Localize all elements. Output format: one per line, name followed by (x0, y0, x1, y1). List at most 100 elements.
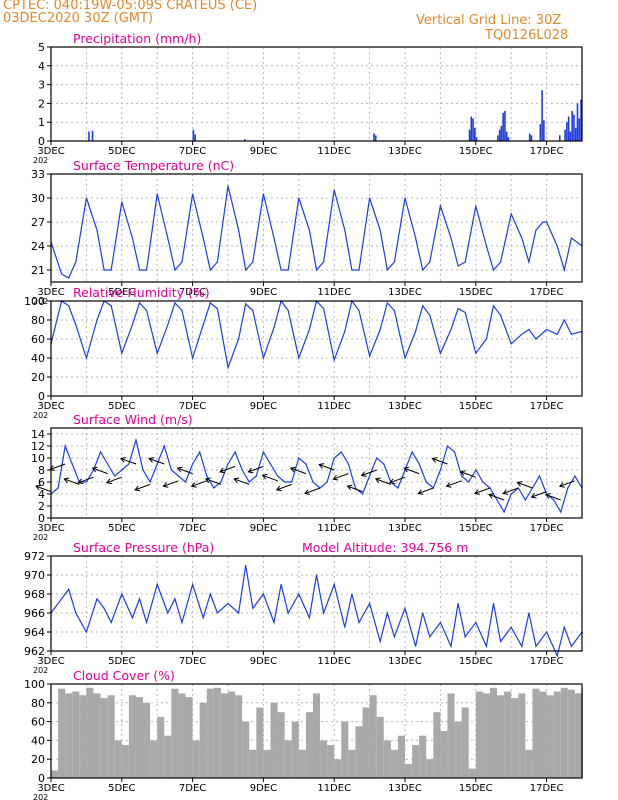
cloud-cover-bar (497, 695, 505, 778)
cloud-cover-bar (305, 712, 313, 778)
wind-point (128, 463, 130, 465)
rh-point (393, 309, 395, 312)
pres-point (556, 655, 558, 657)
precip-bar (564, 129, 566, 141)
pres-point (510, 626, 512, 628)
cloud-cover-bar (171, 688, 179, 778)
rh-point (429, 314, 431, 316)
rh-point (475, 352, 477, 354)
pres-point (298, 593, 300, 595)
x-tick-label: 17DEC (530, 146, 564, 157)
cloud-cover-bar (235, 695, 243, 778)
wind-arrow (403, 467, 420, 475)
precip-bar (571, 110, 573, 141)
pres-point (167, 612, 169, 614)
x-year-label: 202 (33, 297, 48, 306)
x-tick-label: 13DEC (388, 287, 422, 298)
pres-series-line (50, 565, 583, 658)
wind-arrow-head (289, 466, 296, 473)
temp-point (216, 261, 218, 263)
y-tick-label: 970 (24, 569, 45, 582)
wind-arrow-head (374, 477, 381, 484)
precip-bar (507, 137, 510, 141)
temp-point (110, 269, 112, 271)
wind-point (227, 463, 229, 465)
pres-point (121, 593, 123, 595)
cloud-cover-bar (150, 740, 158, 778)
wind-point (213, 487, 215, 489)
temp-point (192, 193, 194, 195)
pres-point (535, 645, 537, 647)
wind-arrow (432, 458, 448, 465)
wind-point (425, 481, 427, 483)
wind-arrow (92, 467, 108, 475)
wind-point (475, 469, 477, 471)
wind-arrow-head (105, 478, 112, 485)
rh-point (298, 357, 300, 359)
y-tick-label: 4 (38, 488, 45, 501)
wind-point (468, 481, 470, 483)
pres-point (369, 602, 371, 605)
x-tick-label: 5DEC (108, 401, 135, 412)
rh-point (499, 314, 502, 316)
wind-arrow-head (148, 457, 155, 463)
temp-point (138, 269, 141, 271)
rh-point (546, 328, 548, 331)
cloud-cover-bar (553, 691, 561, 778)
wind-point (269, 463, 272, 465)
wind-arrow (290, 467, 307, 475)
wind-point (192, 463, 194, 465)
temp-point (351, 269, 353, 271)
temp-point (273, 237, 275, 239)
rh-point (138, 302, 141, 304)
wind-arrow (488, 494, 505, 501)
wind-arrow (177, 467, 193, 475)
wind-arrow (361, 469, 377, 476)
temp-point (121, 201, 123, 203)
x-year-label: 202 (33, 156, 48, 165)
precip-bar (500, 125, 503, 141)
precip-bar (243, 139, 246, 141)
wind-arrow (333, 473, 349, 480)
y-tick-label: 100 (24, 678, 45, 691)
cloud-cover-bar (185, 697, 193, 778)
rh-point (556, 333, 558, 335)
cloud-cover-bar (178, 693, 186, 778)
cloud-cover-bar (447, 693, 455, 778)
y-tick-label: 2 (38, 500, 45, 513)
cloud-cover-bar (454, 721, 462, 778)
pres-point (379, 640, 381, 643)
rh-point (570, 333, 572, 335)
wind-arrow-head (431, 457, 438, 463)
x-tick-label: 15DEC (459, 401, 493, 412)
wind-arrow (106, 476, 122, 484)
cloud-cover-bar (58, 688, 66, 778)
rh-point (510, 343, 512, 345)
temp-point (103, 269, 105, 271)
rh-point (528, 328, 530, 331)
pres-point (68, 588, 70, 590)
rh-point (415, 330, 417, 332)
y-tick-label: 962 (24, 645, 45, 658)
precip-bar (470, 116, 473, 141)
wind-arrow-head (77, 478, 84, 485)
pres-point (422, 612, 424, 614)
temp-point (439, 205, 441, 207)
temp-point (542, 221, 544, 223)
x-tick-label: 7DEC (179, 401, 206, 412)
wind-arrow-head (219, 467, 226, 474)
y-tick-label: 10 (31, 452, 45, 465)
panel-title: Surface Wind (m/s) (73, 412, 193, 427)
wind-point (340, 451, 342, 453)
y-tick-label: 33 (31, 168, 45, 181)
wind-arrow (545, 494, 561, 501)
pres-point (202, 617, 204, 619)
y-tick-label: 972 (24, 550, 45, 563)
cloud-cover-bar (199, 702, 207, 778)
cloud-cover-bar (228, 691, 236, 778)
wind-arrow-head (389, 478, 395, 485)
wind-arrow (35, 485, 52, 493)
wind-arrow (517, 482, 533, 489)
